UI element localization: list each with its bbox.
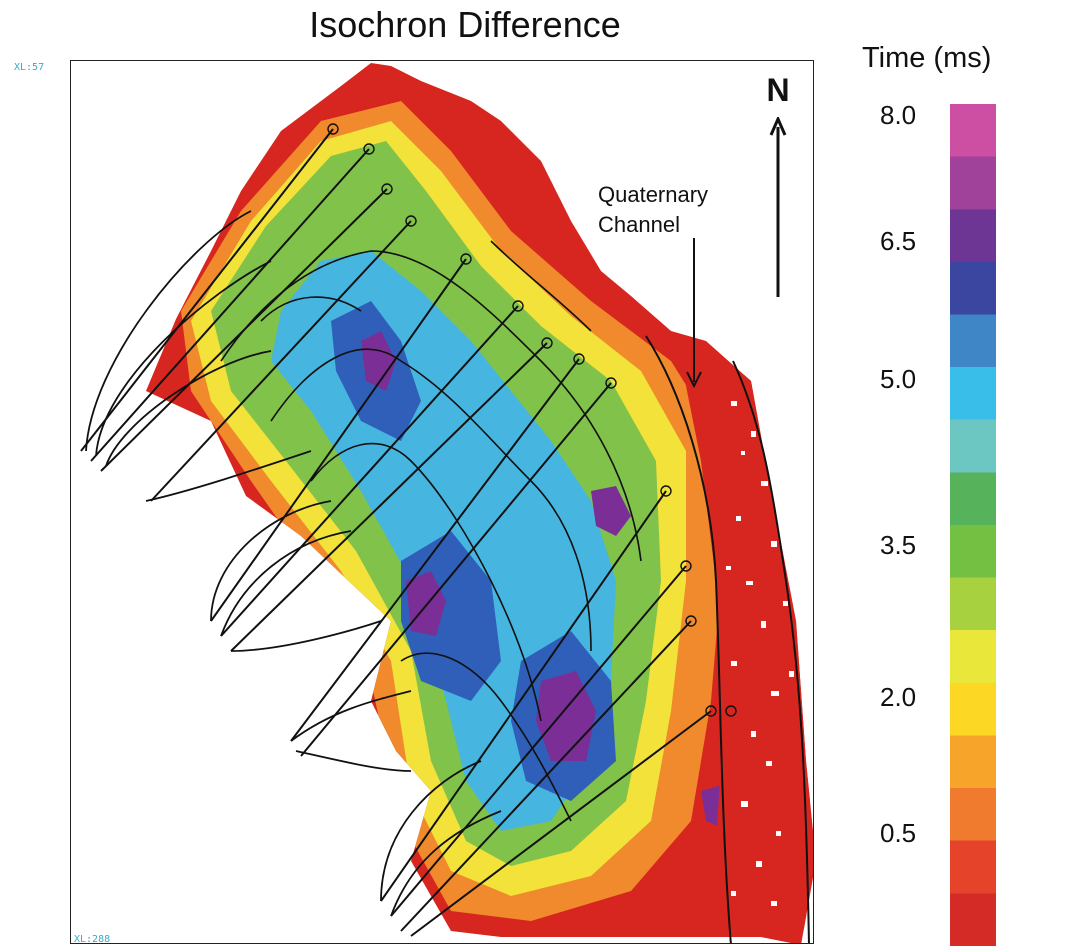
top-left-corner-label: XL:57 bbox=[14, 62, 45, 73]
colorbar-title: Time (ms) bbox=[862, 42, 992, 74]
map-well-lines bbox=[80, 128, 712, 937]
map-svg bbox=[80, 63, 813, 943]
colorbar-tick-label: 6.5 bbox=[880, 226, 917, 256]
colorbar bbox=[950, 104, 996, 946]
colorbar-tick-label: 8.0 bbox=[880, 100, 917, 130]
annotation-line-2: Channel bbox=[598, 212, 680, 237]
map-blob-purple-2 bbox=[406, 571, 446, 636]
map-blob-purple-1 bbox=[361, 331, 396, 391]
colorbar-tick-label: 5.0 bbox=[880, 364, 917, 394]
north-arrow: N bbox=[758, 72, 798, 297]
bottom-left-corner-label: XL:288 bbox=[74, 934, 111, 945]
map-title: Isochron Difference bbox=[309, 4, 621, 45]
isochron-map bbox=[70, 60, 814, 944]
map-blob-purple-4 bbox=[591, 486, 631, 536]
north-arrow-icon bbox=[769, 117, 787, 297]
colorbar-tick-label: 0.5 bbox=[880, 818, 917, 848]
colorbar-tick-label: 2.0 bbox=[880, 682, 917, 712]
annotation-line-1: Quaternary bbox=[598, 182, 709, 207]
map-channel-lines bbox=[645, 335, 810, 943]
map-speckle-white bbox=[726, 401, 794, 906]
north-label: N bbox=[766, 72, 790, 108]
annotation-arrow-icon bbox=[686, 238, 702, 388]
map-well-curves bbox=[85, 210, 502, 917]
channel-annotation: Quaternary Channel bbox=[598, 180, 708, 240]
map-well-circles bbox=[327, 123, 737, 717]
colorbar-tick-label: 3.5 bbox=[880, 530, 917, 560]
